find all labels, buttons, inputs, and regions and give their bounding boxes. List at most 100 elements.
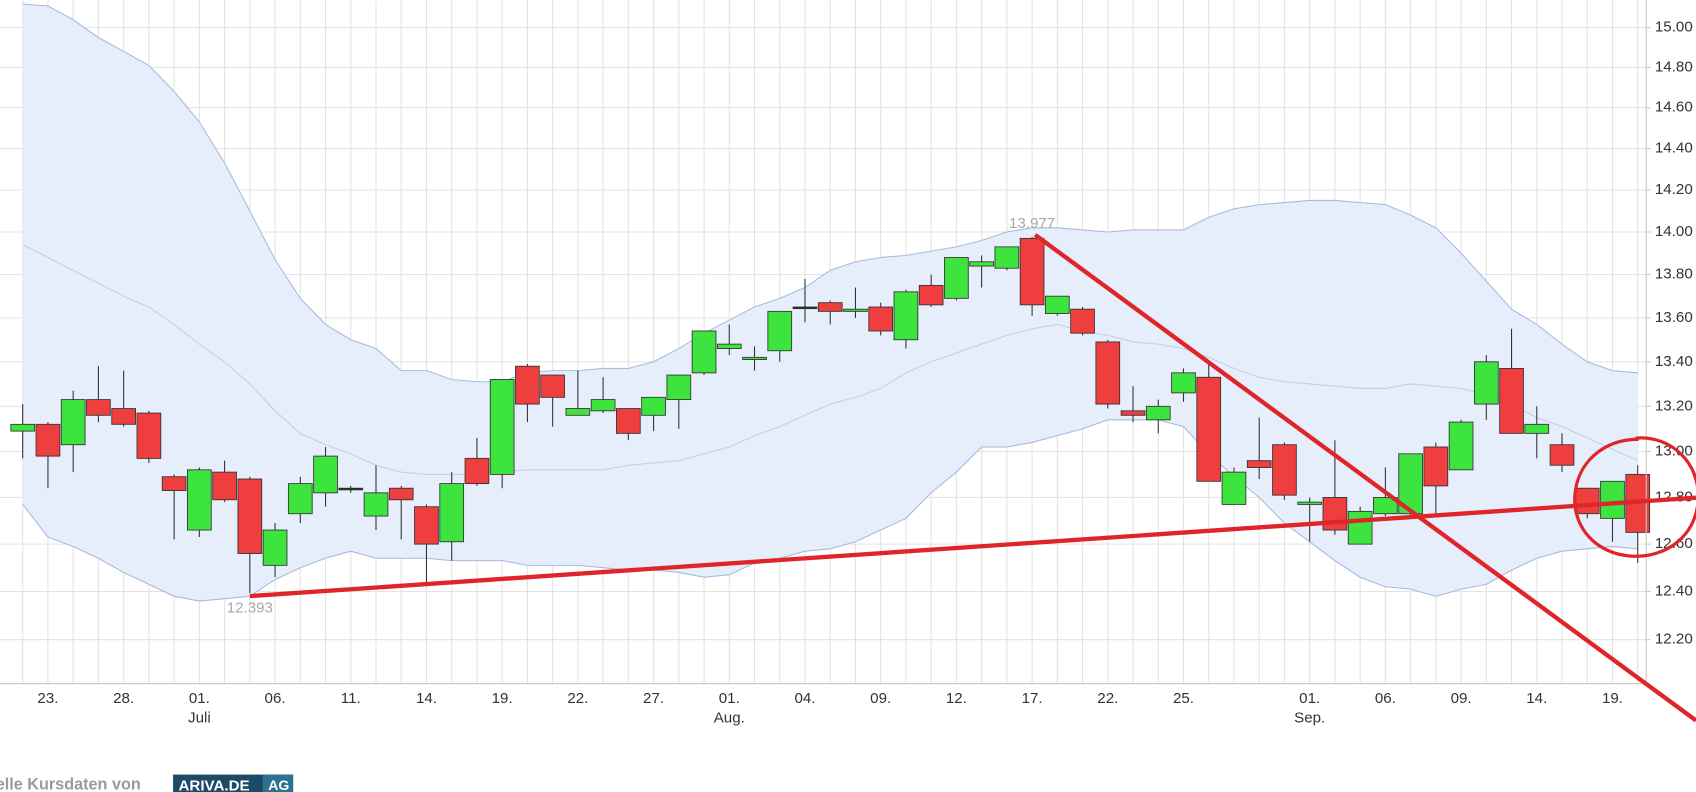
candle-body xyxy=(716,343,742,349)
candle-body xyxy=(1120,410,1146,416)
candle-body xyxy=(1524,423,1550,434)
x-tick-label: 22. xyxy=(1097,690,1118,707)
y-tick-label: 14.40 xyxy=(1655,140,1693,157)
candle-body xyxy=(1423,446,1449,487)
x-tick-label: 01. xyxy=(1299,690,1320,707)
x-tick-label: 01. xyxy=(719,690,740,707)
x-tick-label: 22. xyxy=(567,690,588,707)
candle-body xyxy=(691,330,717,374)
candle-body xyxy=(414,506,439,545)
x-month-label: Aug. xyxy=(714,709,745,726)
candle-body xyxy=(792,306,818,310)
candle-body xyxy=(918,284,944,306)
x-tick-label: 09. xyxy=(1451,690,1472,707)
candles xyxy=(10,236,1651,594)
candle-body xyxy=(1221,471,1247,505)
x-tick-label: 14. xyxy=(1526,690,1547,707)
candle-body xyxy=(1499,367,1524,434)
candle-body xyxy=(817,302,843,312)
candle-body xyxy=(237,478,263,554)
candle-body xyxy=(994,246,1020,269)
candle-body xyxy=(262,529,288,566)
y-tick-label: 13.20 xyxy=(1655,397,1693,414)
price-annotation: 13.977 xyxy=(1009,215,1055,232)
candle-body xyxy=(111,408,136,425)
candle-body xyxy=(439,483,465,543)
candle-body xyxy=(1272,444,1297,496)
candle-body xyxy=(1297,501,1323,505)
x-tick-label: 14. xyxy=(416,690,437,707)
candle-body xyxy=(590,399,616,412)
x-month-label: Juli xyxy=(188,709,211,726)
x-tick-label: 11. xyxy=(341,690,361,707)
x-tick-label: 19. xyxy=(492,690,513,707)
candle-body xyxy=(1070,308,1095,334)
y-tick-label: 12.40 xyxy=(1655,583,1693,600)
y-tick-label: 13.40 xyxy=(1655,353,1693,370)
annotations: 13.977 12.393 xyxy=(227,215,1056,616)
candle-body xyxy=(1347,510,1373,545)
axes xyxy=(0,0,1647,685)
candle-body xyxy=(1549,444,1575,466)
y-tick-label: 14.60 xyxy=(1655,99,1693,116)
candle-body xyxy=(742,356,767,360)
price-annotation: 12.393 xyxy=(227,599,273,616)
x-tick-label: 01. xyxy=(189,690,210,707)
candle-body xyxy=(1473,361,1499,405)
candle-body xyxy=(1019,237,1045,306)
band-middle xyxy=(22,244,1638,475)
candle-body xyxy=(287,483,313,515)
x-tick-label: 06. xyxy=(1375,690,1396,707)
y-tick-label: 14.20 xyxy=(1655,181,1693,198)
candle-body xyxy=(388,487,414,501)
highlight-circle xyxy=(1573,436,1696,558)
candle-body xyxy=(1373,497,1398,515)
candle-body xyxy=(893,291,919,341)
candle-body xyxy=(969,261,994,267)
candle-body xyxy=(616,408,641,434)
candle-body xyxy=(1044,295,1070,314)
x-tick-label: 06. xyxy=(265,690,286,707)
candle-body xyxy=(1246,460,1272,468)
candle-body xyxy=(212,471,237,501)
candle-body xyxy=(10,423,36,432)
candle-body xyxy=(565,408,591,416)
band-upper xyxy=(22,3,1638,383)
candle-body xyxy=(767,310,793,352)
support-line xyxy=(249,495,1696,599)
candle-body xyxy=(489,379,515,475)
x-tick-label: 09. xyxy=(870,690,891,707)
candle-body xyxy=(464,457,490,485)
drawn-trendlines xyxy=(249,233,1696,723)
x-month-label: Sep. xyxy=(1294,709,1325,726)
candle-body xyxy=(666,374,692,401)
candle-body xyxy=(1322,497,1348,531)
candle-body xyxy=(1574,487,1600,515)
logo-suffix-box xyxy=(262,774,294,792)
candle-body xyxy=(161,476,187,491)
x-tick-label: 12. xyxy=(946,690,967,707)
x-tick-label: 28. xyxy=(113,690,134,707)
x-tick-label: 19. xyxy=(1602,690,1623,707)
band-lower xyxy=(22,419,1638,602)
candle-body xyxy=(843,308,868,312)
x-tick-label: 25. xyxy=(1173,690,1194,707)
candle-body xyxy=(313,455,338,494)
x-tick-label: 17. xyxy=(1022,690,1043,707)
candle-body xyxy=(363,492,389,517)
y-tick-label: 14.80 xyxy=(1655,58,1693,75)
logo-text: ARIVA.DE xyxy=(178,777,249,792)
resistance-line xyxy=(1033,233,1696,723)
candle-body xyxy=(1196,376,1222,482)
y-tick-label: 13.00 xyxy=(1655,443,1693,460)
candle-body xyxy=(1448,421,1474,471)
candle-body xyxy=(868,306,894,332)
footer: elle Kursdaten von ARIVA.DE AG xyxy=(0,774,294,792)
candle-body xyxy=(1398,453,1423,515)
candle-body xyxy=(540,374,565,398)
x-tick-label: 04. xyxy=(794,690,815,707)
candle-body xyxy=(1171,372,1196,394)
candle-body xyxy=(35,423,61,457)
